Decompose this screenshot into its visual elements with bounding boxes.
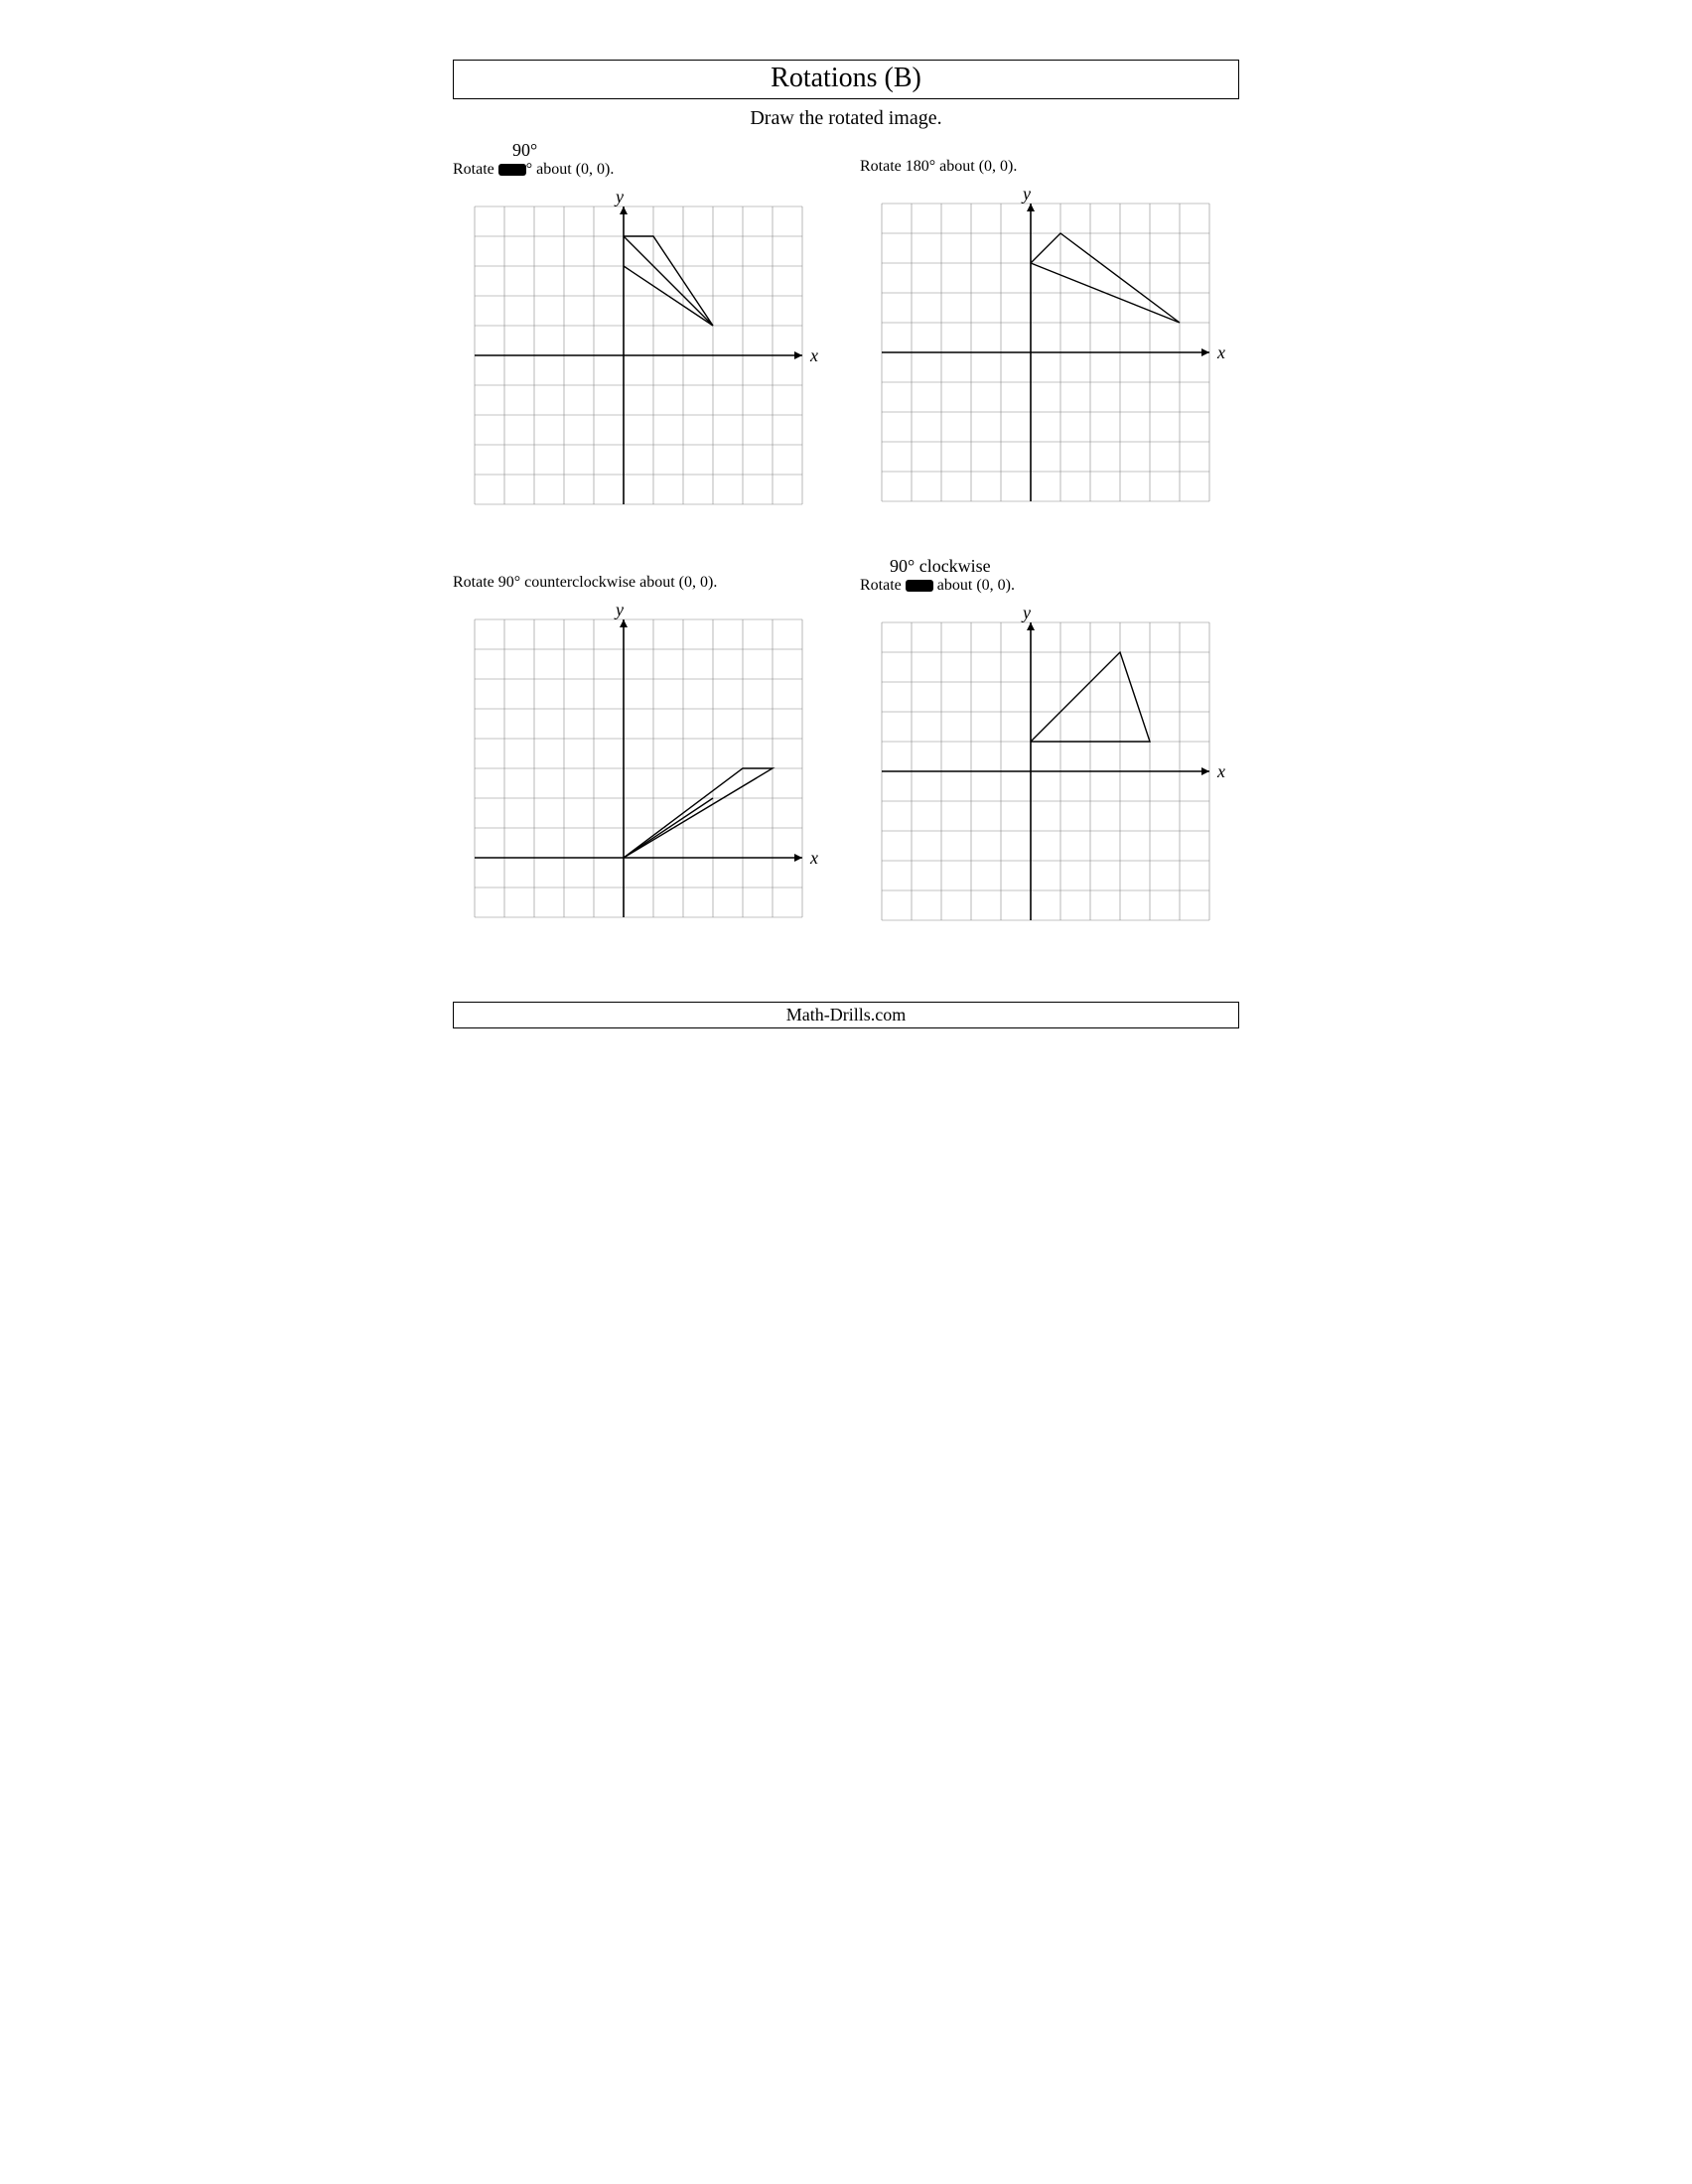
problem-2-instruction: Rotate 180° about (0, 0). xyxy=(860,140,1237,176)
svg-text:y: y xyxy=(614,187,624,206)
svg-text:x: x xyxy=(1216,761,1225,781)
problem-1: 90° Rotate ° about (0, 0). xy xyxy=(453,140,830,526)
page-title: Rotations (B) xyxy=(771,63,921,93)
svg-text:x: x xyxy=(1216,342,1225,362)
page-subtitle: Draw the rotated image. xyxy=(453,107,1239,130)
problem-4-text-suffix: about (0, 0). xyxy=(933,577,1015,594)
problem-1-text-suffix: ° about (0, 0). xyxy=(526,161,615,178)
problem-2-text: Rotate 180° about (0, 0). xyxy=(860,158,1017,175)
scribble-mark xyxy=(498,164,526,176)
problem-4-instruction: 90° clockwise Rotate about (0, 0). xyxy=(860,556,1237,595)
svg-text:y: y xyxy=(1021,184,1031,204)
problem-3-grid: xy xyxy=(453,598,830,939)
problem-1-grid: xy xyxy=(453,185,830,526)
problem-3: Rotate 90° counterclockwise about (0, 0)… xyxy=(453,556,830,942)
svg-text:x: x xyxy=(809,345,818,365)
problem-2-grid: xy xyxy=(860,182,1237,523)
page-footer-box: Math-Drills.com xyxy=(453,1002,1239,1028)
problem-4-grid: xy xyxy=(860,601,1237,942)
problem-4: 90° clockwise Rotate about (0, 0). xy xyxy=(860,556,1237,942)
page-footer: Math-Drills.com xyxy=(786,1005,906,1024)
problem-1-instruction: 90° Rotate ° about (0, 0). xyxy=(453,140,830,179)
problems-container: 90° Rotate ° about (0, 0). xy Rotate 180… xyxy=(453,140,1239,952)
svg-text:y: y xyxy=(614,600,624,619)
problem-1-text-prefix: Rotate xyxy=(453,161,498,178)
page-title-box: Rotations (B) xyxy=(453,60,1239,99)
problem-4-text-prefix: Rotate xyxy=(860,577,906,594)
problem-3-text: Rotate 90° counterclockwise about (0, 0)… xyxy=(453,574,717,591)
problem-2: Rotate 180° about (0, 0). xy xyxy=(860,140,1237,526)
worksheet-page: Rotations (B) Draw the rotated image. 90… xyxy=(423,0,1269,1092)
scribble-mark xyxy=(906,580,933,592)
problem-1-handwritten: 90° xyxy=(512,140,830,161)
problem-3-instruction: Rotate 90° counterclockwise about (0, 0)… xyxy=(453,556,830,592)
problem-4-handwritten: 90° clockwise xyxy=(890,556,1237,577)
svg-text:y: y xyxy=(1021,603,1031,622)
svg-text:x: x xyxy=(809,848,818,868)
